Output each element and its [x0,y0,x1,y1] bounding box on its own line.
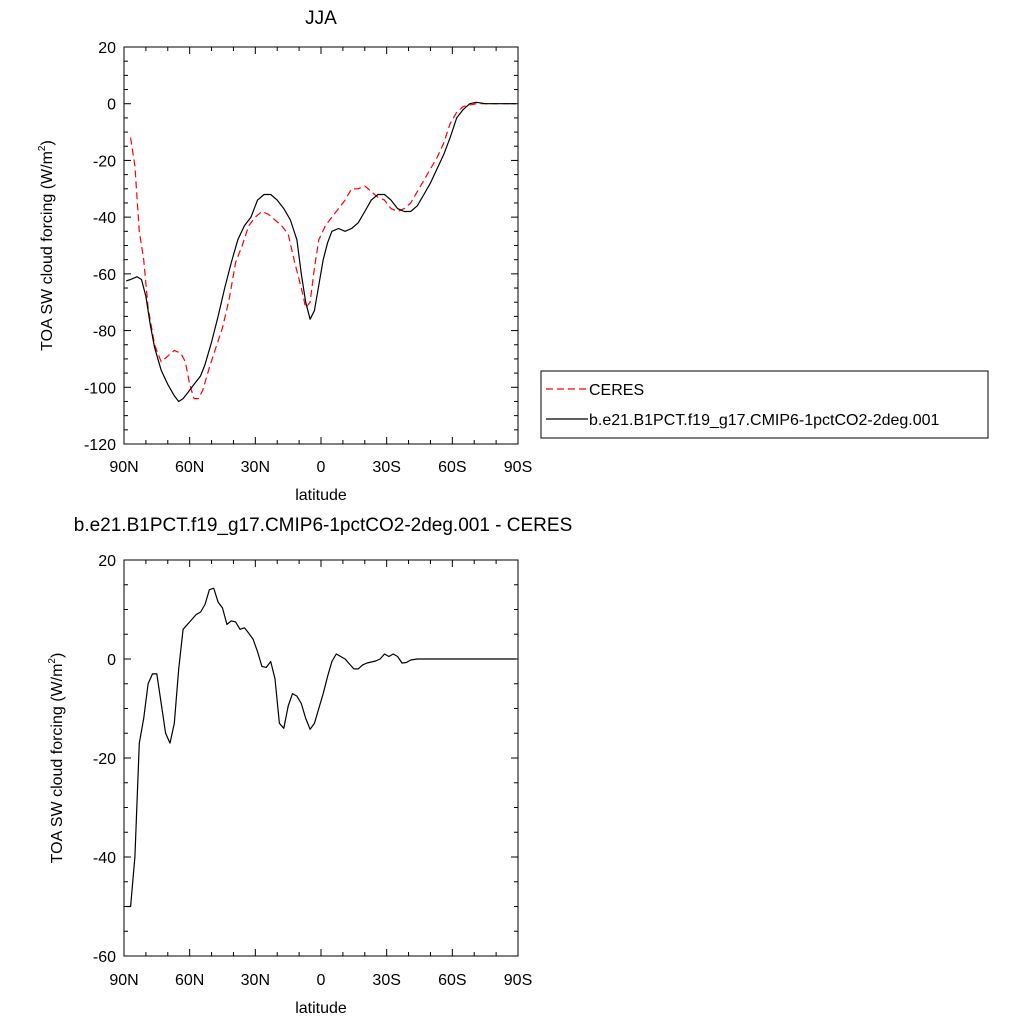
chart-title: b.e21.B1PCT.f19_g17.CMIP6-1pctCO2-2deg.0… [74,515,573,536]
plot-frame [123,46,519,445]
y-tick-label: -40 [93,850,116,867]
y-axis-label: TOA SW cloud forcing (W/m2) [37,140,56,351]
x-tick-label: 90N [109,972,138,989]
x-tick-label: 90S [504,459,532,476]
y-tick-label: -60 [93,949,116,966]
x-tick-label: 30N [241,459,270,476]
x-tick-label: 30S [372,972,400,989]
y-axis-label-superscript: 2 [37,145,48,151]
bottom-panel-difference: b.e21.B1PCT.f19_g17.CMIP6-1pctCO2-2deg.0… [47,515,572,1017]
x-tick-label: 30N [241,972,270,989]
x-tick-label: 90N [109,459,138,476]
y-tick-label: -120 [84,437,116,454]
legend-box [540,370,989,439]
x-axis-label: latitude [295,1000,347,1017]
y-tick-label: -80 [93,324,116,341]
y-tick-label: -100 [84,380,116,397]
y-axis-label-close: ) [49,653,66,658]
legend-label: b.e21.B1PCT.f19_g17.CMIP6-1pctCO2-2deg.0… [589,412,940,429]
y-tick-label: -40 [93,210,116,227]
y-axis-label-text: TOA SW cloud forcing (W/m [39,151,56,351]
x-tick-label: 60S [438,459,466,476]
y-tick-label: 0 [107,652,116,669]
chart-title: JJA [305,8,337,29]
y-tick-label: -20 [93,751,116,768]
y-tick-label: 20 [98,553,116,570]
legend: CERES b.e21.B1PCT.f19_g17.CMIP6-1pctCO2-2… [540,370,989,439]
y-tick-label: 0 [107,97,116,114]
x-tick-label: 30S [372,459,400,476]
legend-label: CERES [589,382,644,399]
y-axis-label-close: ) [39,140,56,145]
x-tick-label: 60N [175,972,204,989]
y-tick-label: -60 [93,267,116,284]
y-tick-label: 20 [98,40,116,57]
x-tick-label: 0 [317,972,326,989]
series-line-ceres [130,103,516,400]
top-panel-jja: JJA 90N 60N 30N 0 30S 60S 90S 20 0 -20 -40 -60 -80 -10… [37,8,532,504]
series-line-model [126,587,516,908]
x-axis-label: latitude [295,487,347,504]
plot-frame [123,559,519,957]
y-tick-label: -20 [93,153,116,170]
x-tick-label: 60N [175,459,204,476]
x-tick-label: 60S [438,972,466,989]
y-axis-label: TOA SW cloud forcing (W/m2) [47,653,66,864]
series-line-model [126,101,516,403]
x-tick-label: 90S [504,972,532,989]
y-axis-label-text: TOA SW cloud forcing (W/m [49,664,66,864]
x-tick-label: 0 [317,459,326,476]
y-axis-label-superscript: 2 [47,658,58,664]
